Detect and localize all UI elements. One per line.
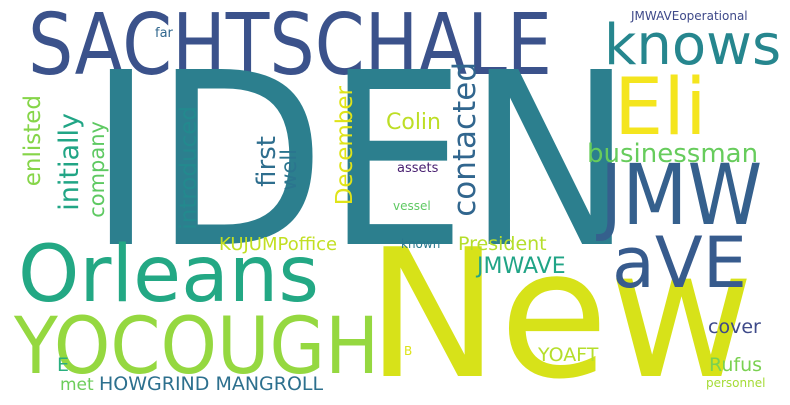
word-jmwaveoperational: JMWAVEoperational <box>631 9 748 23</box>
word-introduced: introduced <box>176 106 202 230</box>
word-iden: IDEN <box>88 21 634 301</box>
word-e: E <box>57 354 70 376</box>
word-cover: cover <box>708 316 761 338</box>
word-orleans: Orleans <box>18 230 319 320</box>
word-kujumpoffice: KUJUMPoffice <box>219 234 338 255</box>
word-known: known <box>401 237 441 251</box>
word-eli: Eli <box>614 63 707 153</box>
word-howgrind-mangroll: HOWGRIND MANGROLL <box>99 373 324 395</box>
word-yocough: YOCOUGH <box>14 302 380 392</box>
word-rufus: Rufus <box>709 354 763 376</box>
word-well: well <box>277 149 301 191</box>
word-jmw: JMW <box>600 146 763 244</box>
word-contacted: contacted <box>447 62 483 217</box>
word-ave: aVE <box>612 222 748 304</box>
word-personnel: personnel <box>706 376 766 390</box>
word-sachtschale: SACHTSCHALE <box>28 0 553 95</box>
word-new: New <box>366 211 755 405</box>
word-knows: knows <box>604 13 782 78</box>
word-yoaft: YOAFT <box>538 344 599 366</box>
word-assets: assets <box>397 161 439 176</box>
word-jmwave: JMWAVE <box>477 254 566 279</box>
word-far: far <box>155 26 173 41</box>
word-vessel: vessel <box>393 199 431 213</box>
word-company: company <box>85 121 109 218</box>
word-colin: Colin <box>386 110 441 135</box>
word-businessman: businessman <box>587 139 759 169</box>
word-president: President <box>458 233 547 255</box>
word-met: met <box>60 375 94 395</box>
word-b: B <box>404 344 413 358</box>
word-initially: initially <box>54 113 85 211</box>
word-enlisted: enlisted <box>20 95 46 187</box>
word-december-text: December <box>332 86 358 206</box>
